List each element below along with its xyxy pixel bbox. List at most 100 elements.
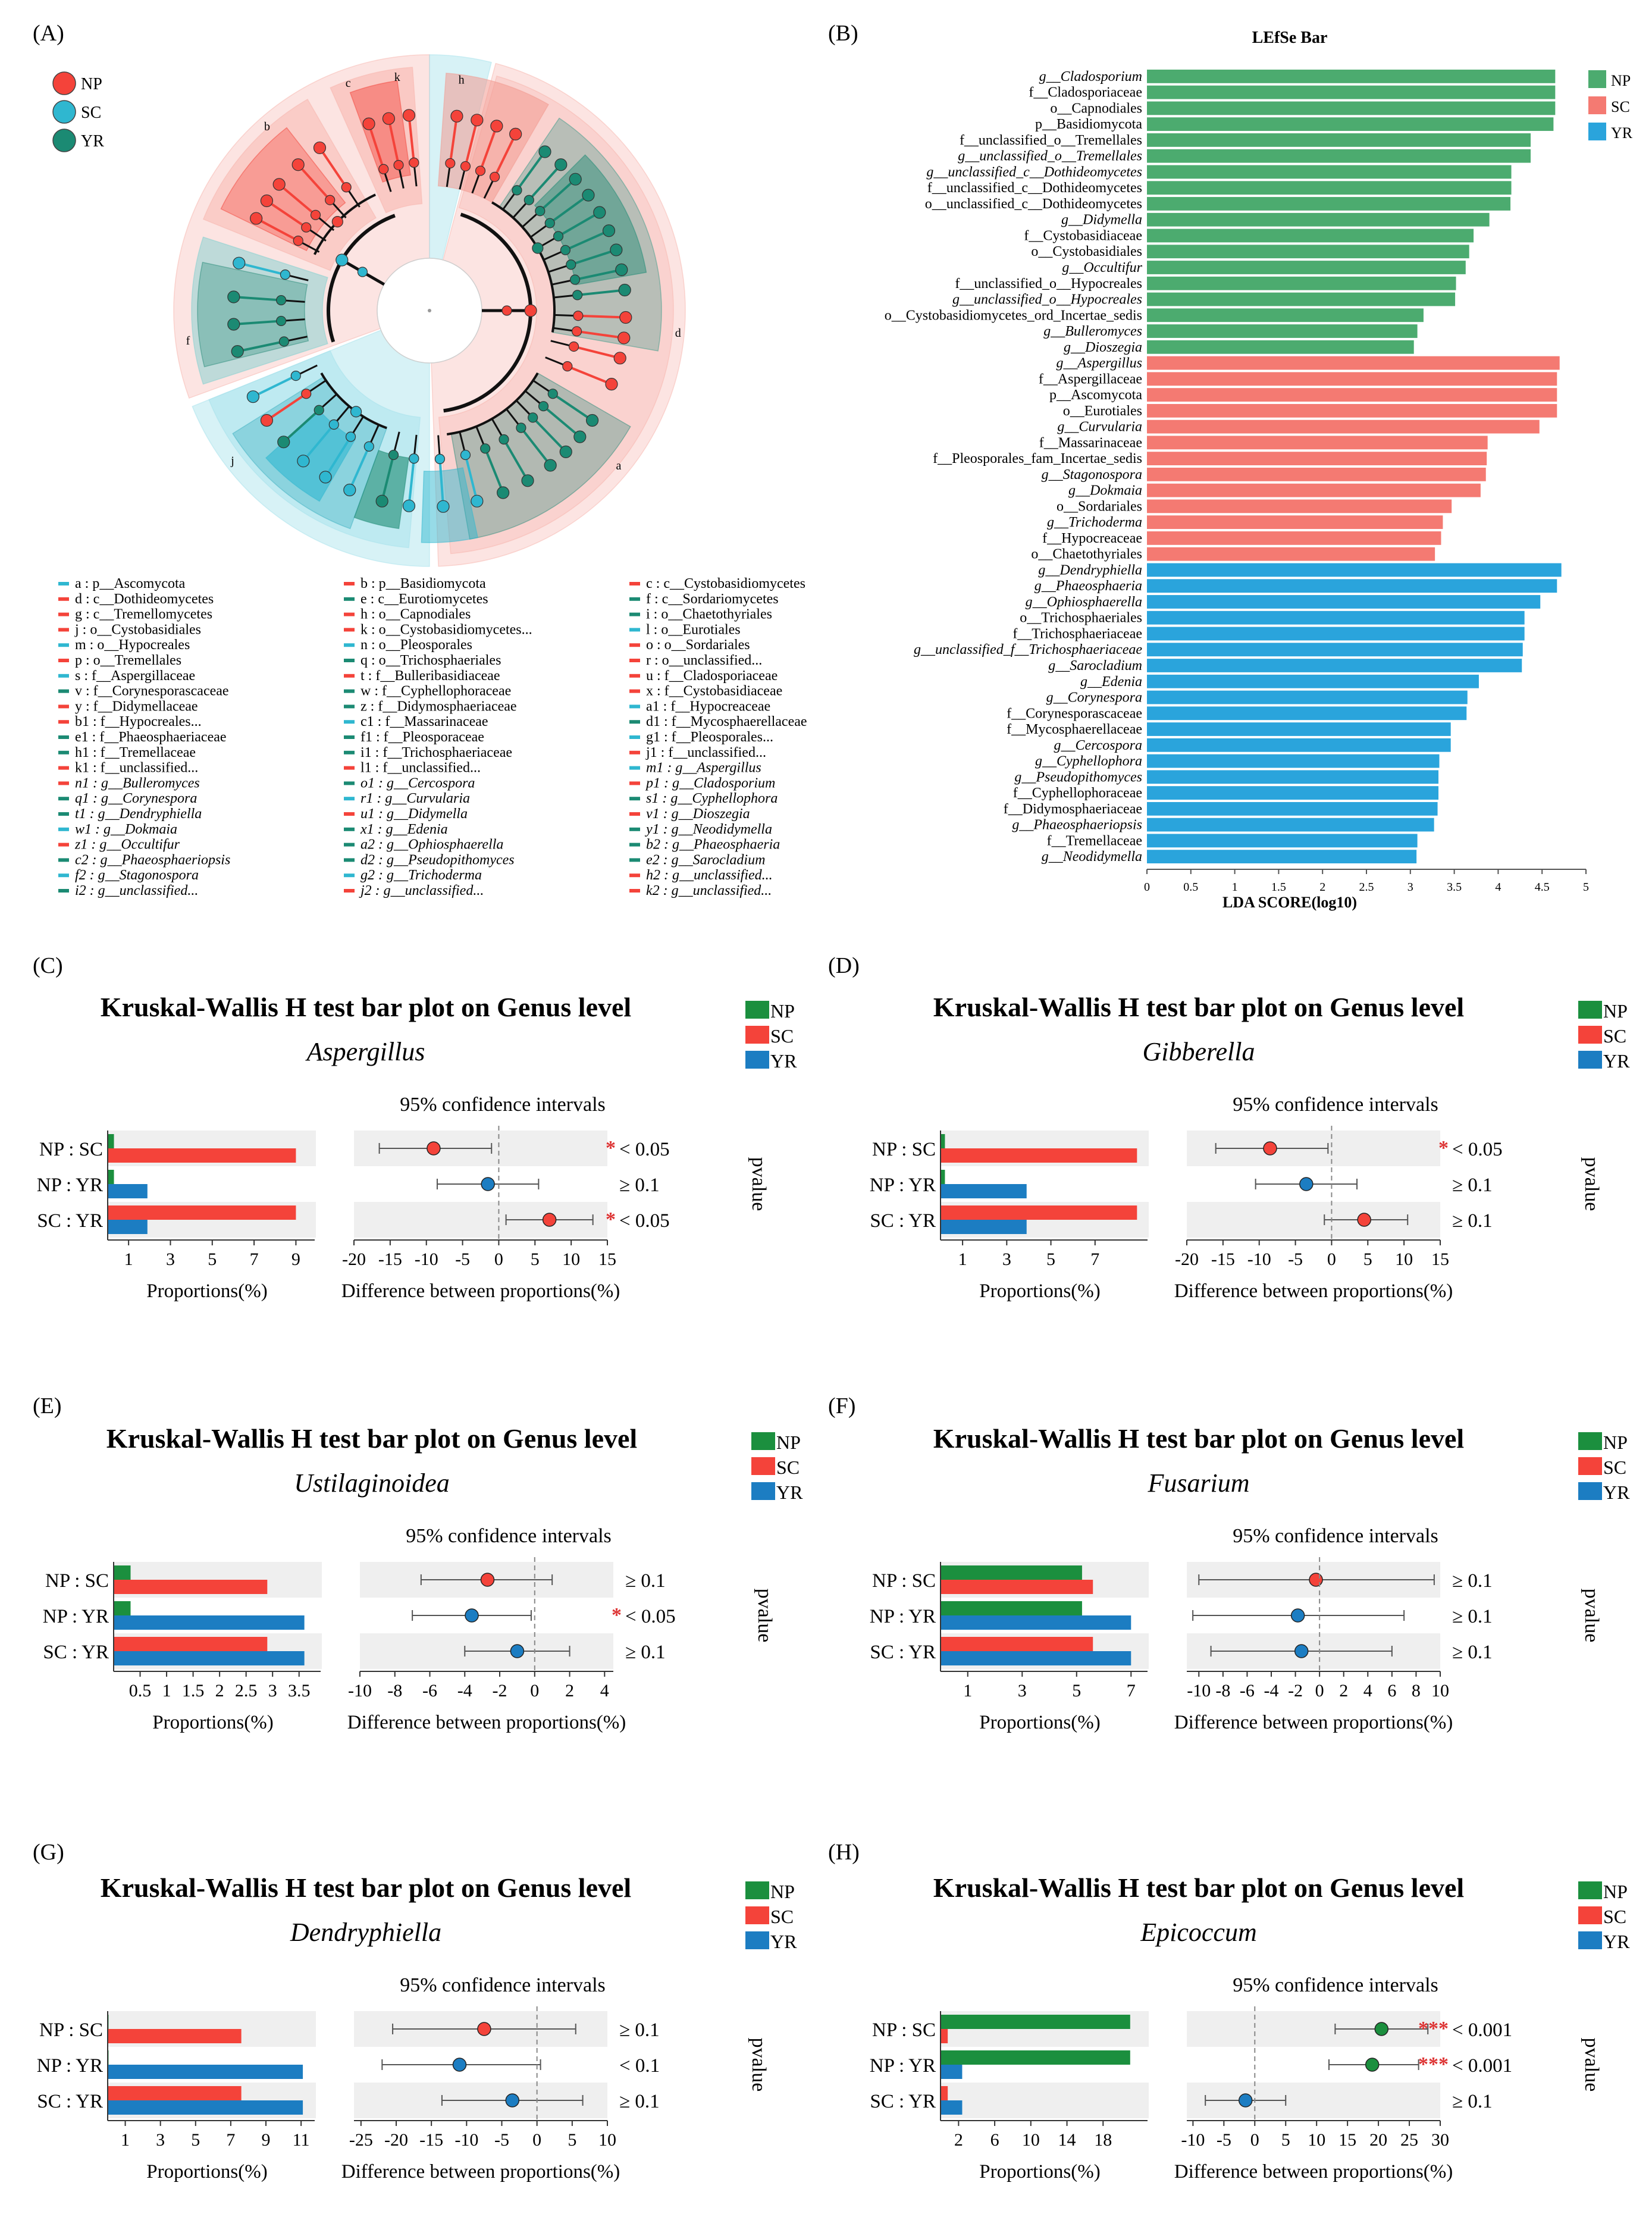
kw-diff-point-0 [1374,2022,1389,2036]
kw-left-tick-label-5: 11 [293,2130,310,2150]
node-leaf-19 [559,445,572,458]
kw-left-tick-label-4: 2.5 [235,1681,258,1701]
lefse-label-32: g__Phaeosphaeria [1035,578,1142,594]
kw-significance-0: * [1438,1137,1449,1159]
kw-pvalue-0: ≥ 0.1 [625,1570,666,1592]
key-entry-2-0: g : c__Tremellomycetes [75,607,212,622]
key-entry-5-2: r : o__unclassified... [646,653,762,668]
node-mid-0 [445,158,456,169]
node-mid-22 [480,443,491,454]
key-entry-13-2: p1 : g__Cladosporium [645,775,775,791]
kw-pvalue-axis-label: pvalue [754,1589,776,1643]
key-entry-19-2: h2 : g__unclassified... [646,868,773,883]
lefse-label-48: f__Tremellaceae [1047,833,1142,848]
node-mid-14 [571,326,582,337]
panel-label-h: (H) [828,1840,860,1865]
key-entry-12-2: m1 : g__Aspergillus [646,760,761,776]
kw-genus: Dendryphiella [290,1918,441,1947]
lefse-bar-16 [1147,324,1418,338]
lefse-label-2: o__Capnodiales [1050,101,1142,116]
kw-title: Kruskal-Wallis H test bar plot on Genus … [933,1872,1464,1903]
lefse-legend-label-0: NP [1611,72,1631,89]
panel-label-b: (B) [828,21,858,46]
sector-letter-f: f [186,334,190,347]
node-basidiomycota [336,253,349,267]
kw-right-tick-label-4: -2 [493,1681,507,1701]
key-swatch-14-2 [629,797,640,801]
key-swatch-4-1 [344,643,355,647]
node-leaf-15 [613,352,626,365]
kw-pvalue-1: < 0.001 [1452,2055,1512,2077]
kw-bar-yr-2 [941,1220,1027,1234]
kw-pvalue-2: < 0.05 [619,1210,670,1232]
kw-pvalue-0: ≥ 0.1 [1452,1570,1493,1592]
lefse-bar-15 [1147,308,1424,322]
kw-bar-yr-1 [941,2065,963,2079]
kw-bar-sc-2 [941,1205,1137,1220]
key-entry-15-2: v1 : g__Dioszegia [646,806,750,822]
leaf-branch-22 [484,448,504,493]
key-swatch-8-1 [344,704,355,709]
leaf-branch-28 [324,436,352,478]
node-mid-15 [568,341,579,352]
lefse-label-16: g__Bulleromyces [1043,324,1142,339]
key-swatch-14-1 [344,797,355,801]
node-mid-1 [460,161,471,172]
lefse-label-10: f__Cystobasidiaceae [1024,228,1142,243]
kw-right-tick-label-7: 15 [598,1250,616,1269]
kw-right-tick-label-2: -6 [1240,1681,1255,1701]
kw-bar-np-0 [941,1565,1082,1580]
kw-row-label-2: SC : YR [870,1210,936,1232]
kw-significance-1: * [612,1604,622,1626]
node-mid-35 [276,295,287,306]
node-leaf-8 [593,206,606,219]
lefse-label-27: o__Sordariales [1057,499,1142,514]
kw-left-tick-label-4: 9 [262,2130,271,2150]
lefse-label-23: f__Massarinaceae [1039,435,1142,450]
kw-title: Kruskal-Wallis H test bar plot on Genus … [101,992,631,1022]
lefse-label-41: f__Mycosphaerellaceae [1007,722,1142,737]
kw-pvalue-0: ≥ 0.1 [619,2019,660,2041]
kw-left-x-label: Proportions(%) [979,1280,1100,1302]
kw-right-tick-label-3: 5 [1281,2130,1290,2150]
key-swatch-5-1 [344,659,355,662]
kw-pvalue-axis-label: pvalue [1581,2038,1603,2092]
kw-bar-np-0 [108,1134,114,1148]
lefse-bar-32 [1147,579,1557,593]
leaf-branch-5 [528,164,562,201]
kw-right-tick-label-0: -10 [1181,2130,1205,2150]
key-swatch-4-0 [58,643,69,647]
node-mid-28 [345,431,356,442]
node-mid-23 [460,449,471,461]
sector-letter-j: j [230,455,234,468]
lefse-tick-label-7: 3.5 [1447,881,1462,894]
lefse-bar-23 [1147,436,1488,450]
leaf-branch-14 [576,330,625,339]
lefse-bars: g__Cladosporiumf__Cladosporiaceaeo__Capn… [885,69,1562,865]
lefse-label-38: g__Edenia [1080,674,1142,690]
kw-right-tick-label-5: 0 [532,2130,541,2150]
lefse-tick-label-6: 3 [1408,881,1413,894]
key-entry-18-2: e2 : g__Sarocladium [646,852,765,868]
kw-left-tick-label-4: 9 [291,1250,300,1269]
kw-ci-title: 95% confidence intervals [1233,1974,1438,1996]
kw-legend-swatch-sc [745,1026,769,1044]
lefse-label-49: g__Neodidymella [1042,849,1142,865]
key-entry-4-1: n : o__Pleosporales [361,637,472,653]
kw-legend-swatch-yr [1578,1482,1602,1500]
kw-left-tick-label-3: 7 [1127,1681,1136,1701]
node-leaf-25 [402,499,416,512]
kw-right-x-label: Difference between proportions(%) [347,1712,626,1733]
kw-right-tick-label-7: 4 [1363,1681,1372,1701]
kw-bar-np-0 [114,1565,131,1580]
lefse-bar-22 [1147,419,1540,434]
class-sector-cystobasidiomycetes [330,67,423,214]
class-sector-eurotiomycetes [191,236,328,385]
key-swatch-7-1 [344,689,355,693]
kw-row-label-0: NP : SC [872,1139,936,1160]
kw-right-tick-label-3: -5 [455,1250,470,1269]
node-leaf-36 [233,256,246,270]
kw-left-tick-label-2: 5 [1072,1681,1081,1701]
key-swatch-2-2 [629,612,640,616]
node-mid-21 [499,434,509,445]
